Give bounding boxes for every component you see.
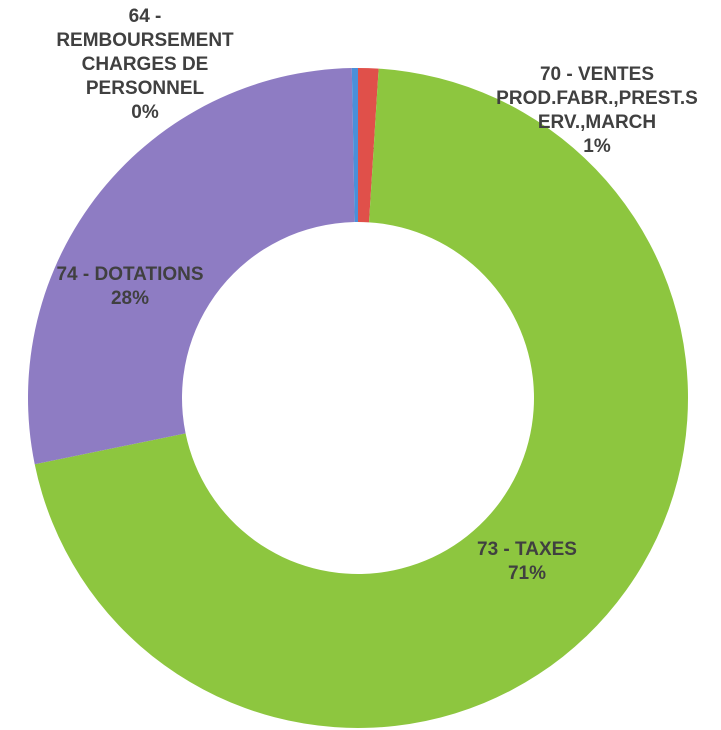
label-line: ERV.,MARCH xyxy=(538,112,656,133)
value-label: 71% xyxy=(508,563,546,584)
category-label: 74 - DOTATIONS xyxy=(56,264,203,285)
value-label: 28% xyxy=(111,288,149,309)
label-line: PROD.FABR.,PREST.S xyxy=(496,88,698,109)
donut-segment xyxy=(34,68,688,729)
donut-segment xyxy=(351,68,358,223)
label-line: REMBOURSEMENT xyxy=(56,30,234,51)
category-label: 73 - TAXES xyxy=(477,539,577,560)
label-line: PERSONNEL xyxy=(86,78,205,99)
label-line: 73 - TAXES xyxy=(477,539,577,560)
category-label: 70 - VENTES PROD.FABR.,PREST.S ERV.,MARCH xyxy=(496,64,698,133)
category-label: 64 - REMBOURSEMENT CHARGES DE PERSONNEL xyxy=(56,6,234,99)
label-line: 64 - xyxy=(129,6,162,27)
label-line: 74 - DOTATIONS xyxy=(56,264,203,285)
value-label: 0% xyxy=(131,102,159,123)
label-line: CHARGES DE xyxy=(82,54,209,75)
donut-segment xyxy=(358,68,379,223)
value-label: 1% xyxy=(583,136,611,157)
label-line: 70 - VENTES xyxy=(540,64,654,85)
donut-segment xyxy=(28,68,355,465)
